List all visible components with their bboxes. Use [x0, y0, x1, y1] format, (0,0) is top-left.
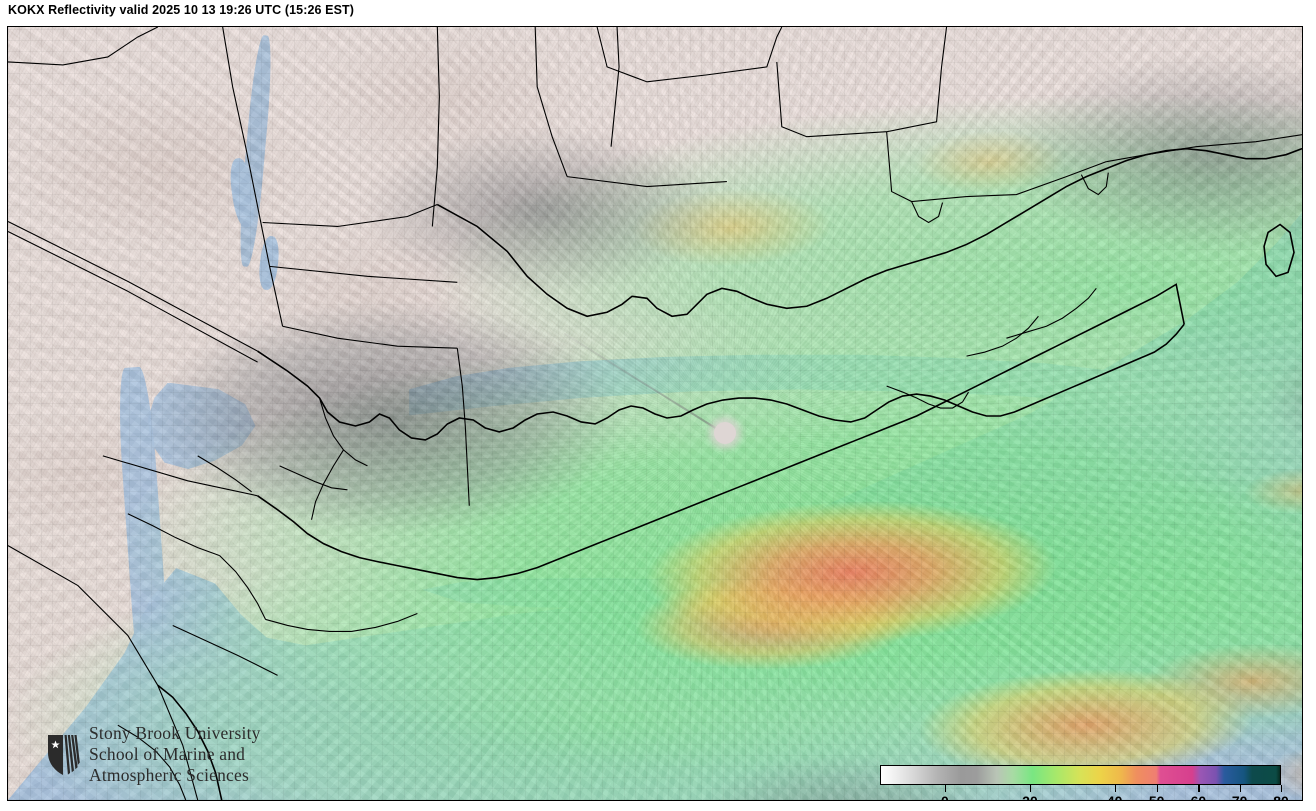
- colorbar-label-60: 60: [1190, 793, 1207, 801]
- colorbar-ticks: [880, 785, 1283, 793]
- colorbar-label-80: 80: [1273, 793, 1289, 801]
- radar-site-marker: [713, 421, 736, 444]
- colorbar-label-50: 50: [1148, 793, 1165, 801]
- logo-text: Stony Brook University School of Marine …: [89, 723, 261, 786]
- colorbar-tick-70: [1239, 785, 1242, 792]
- colorbar-label-40: 40: [1106, 793, 1123, 801]
- colorbar-tick-20: [1029, 785, 1032, 792]
- colorbar-label-0: 0: [941, 793, 949, 801]
- shield-icon: [48, 734, 80, 775]
- radar-map[interactable]: Stony Brook University School of Marine …: [7, 26, 1303, 801]
- colorbar-tick-50: [1156, 785, 1159, 792]
- colorbar-tick-0: [944, 785, 947, 792]
- logo-line-1: Stony Brook University: [89, 723, 261, 743]
- stony-brook-logo: Stony Brook University School of Marine …: [46, 723, 261, 786]
- reflectivity-layer: [8, 27, 1302, 800]
- logo-line-3: Atmospheric Sciences: [89, 765, 249, 785]
- colorbar-tick-40: [1114, 785, 1116, 792]
- page-title: KOKX Reflectivity valid 2025 10 13 19:26…: [8, 3, 355, 17]
- colorbar-tick-60: [1198, 785, 1200, 792]
- echo-radial-spokes: [8, 27, 1302, 800]
- colorbar-legend: 0 20 40 50 60 70 80: [880, 765, 1289, 801]
- logo-line-2: School of Marine and: [89, 744, 246, 764]
- colorbar-labels: 0 20 40 50 60 70 80: [880, 793, 1289, 801]
- colorbar-label-20: 20: [1022, 793, 1038, 801]
- colorbar-tick-80: [1281, 785, 1283, 792]
- colorbar-label-70: 70: [1231, 793, 1248, 801]
- colorbar-gradient: [880, 765, 1281, 785]
